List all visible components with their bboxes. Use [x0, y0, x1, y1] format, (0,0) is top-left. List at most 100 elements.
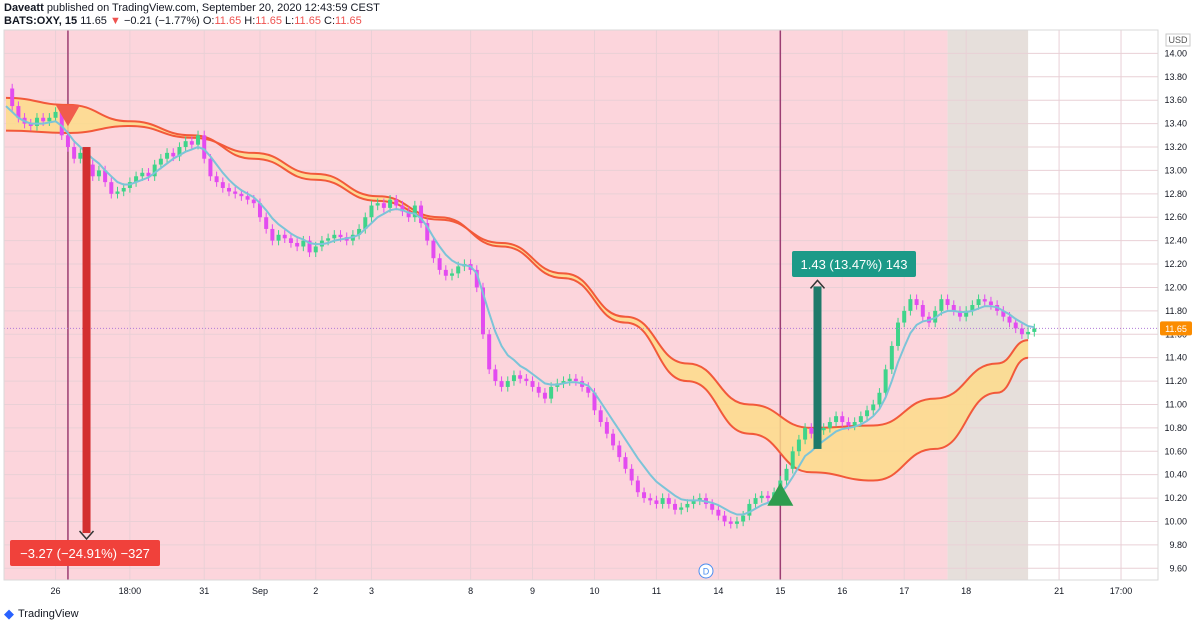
long-trade-arrow [813, 286, 822, 449]
x-tick-label: Sep [252, 586, 268, 596]
candle-body [72, 147, 77, 159]
open-label: O: [202, 15, 215, 27]
x-tick-label: 18:00 [119, 586, 142, 596]
candle-body [140, 172, 145, 177]
long-trade-label-bg [792, 251, 916, 277]
candle-body [951, 305, 956, 311]
candle-body [765, 495, 770, 499]
candle-body [276, 234, 281, 241]
candle-body [871, 404, 876, 411]
y-tick-label: 13.60 [1164, 95, 1187, 105]
short-trade-label: −3.27 (−24.91%) −327 [20, 546, 150, 561]
sell-signal-icon [55, 105, 80, 127]
grid [4, 30, 1158, 580]
candle-body [567, 378, 572, 382]
y-tick-label: 11.40 [1165, 353, 1187, 363]
ribbon-fill [6, 97, 1029, 481]
candle-body [1007, 316, 1012, 323]
signals: −3.27 (−24.91%) −327 1.43 (13.47%) 143 [10, 105, 916, 566]
candle-body [939, 299, 944, 311]
candle-body [437, 258, 442, 270]
candle-body [189, 141, 194, 145]
candle-body [592, 392, 597, 411]
candle-body [604, 422, 609, 434]
high-value: 11.65 [255, 15, 282, 27]
candle-body [425, 223, 430, 241]
short-trade-label-bg [10, 540, 160, 566]
candle-body [1013, 322, 1018, 329]
tradingview-logo-icon: ◆ [4, 606, 14, 621]
candle-body [877, 392, 882, 405]
candle-body [431, 240, 436, 259]
candle-body [790, 451, 795, 469]
candle-body [400, 205, 405, 212]
candle-body [697, 498, 702, 501]
short-arrowhead-icon [78, 530, 95, 541]
candle-body [741, 515, 746, 522]
candle-body [357, 228, 362, 235]
fast-ma-line [5, 105, 1035, 516]
candle-body [518, 375, 523, 379]
candle-body [679, 507, 684, 510]
candle-body [103, 170, 108, 183]
author-name[interactable]: Daveatt [4, 2, 44, 14]
y-tick-label: 10.60 [1164, 446, 1187, 456]
x-tick-label: 2 [313, 586, 318, 596]
candle-body [883, 369, 888, 393]
candle-body [803, 427, 808, 440]
symbol-name[interactable]: BATS:OXY, 15 [4, 15, 78, 27]
y-tick-label: 11.20 [1165, 376, 1187, 386]
candle-body [202, 135, 207, 159]
candle-body [369, 205, 374, 218]
candle-body [957, 310, 962, 317]
candle-body [524, 378, 529, 382]
candle-body [858, 416, 863, 423]
long-trade-label: 1.43 (13.47%) 143 [801, 257, 908, 272]
candle-body [183, 141, 188, 148]
candle-body [809, 427, 814, 434]
candle-body [288, 238, 293, 243]
close-label: C: [324, 15, 336, 27]
candle-body [499, 381, 504, 387]
candle-body [598, 410, 603, 423]
candle-body [1019, 328, 1024, 335]
candle-body [47, 117, 52, 122]
candle-body [78, 152, 83, 159]
candle-body [338, 234, 343, 238]
candle-body [134, 176, 139, 183]
candle-body [487, 334, 492, 370]
candle-body [666, 498, 671, 504]
candle-body [152, 164, 157, 177]
candle-body [889, 345, 894, 370]
candle-body [406, 211, 411, 218]
candle-body [976, 299, 981, 305]
candle-body [34, 117, 39, 126]
candle-body [728, 521, 733, 524]
y-tick-label: 12.40 [1164, 236, 1187, 246]
candle-body [121, 187, 126, 192]
candle-body [474, 269, 479, 288]
candle-body [59, 111, 64, 136]
candle-body [852, 422, 857, 426]
candle-body [561, 381, 566, 384]
x-tick-label: 17 [899, 586, 909, 596]
y-tick-label: 12.00 [1164, 282, 1187, 292]
candle-body [648, 498, 653, 501]
candle-body [96, 170, 101, 177]
candle-body [28, 123, 33, 126]
y-tick-label: 13.80 [1164, 72, 1187, 82]
footer-brand[interactable]: ◆ TradingView [4, 607, 79, 621]
y-tick-label: 14.00 [1164, 48, 1187, 58]
candle-body [988, 301, 993, 305]
candle-body [716, 509, 721, 516]
candle-body [214, 176, 219, 183]
candle-body [412, 205, 417, 218]
x-tick-label: 10 [589, 586, 599, 596]
y-tick-label: 11.80 [1165, 306, 1187, 316]
candle-body [753, 498, 758, 504]
candle-body [394, 199, 399, 206]
y-tick-label: 12.60 [1164, 212, 1187, 222]
x-tick-label: 16 [837, 586, 847, 596]
axes[interactable]: USD 14.00 13.80 13.60 13.40 13.20 13.00 12.80 12… [3, 29, 1192, 596]
